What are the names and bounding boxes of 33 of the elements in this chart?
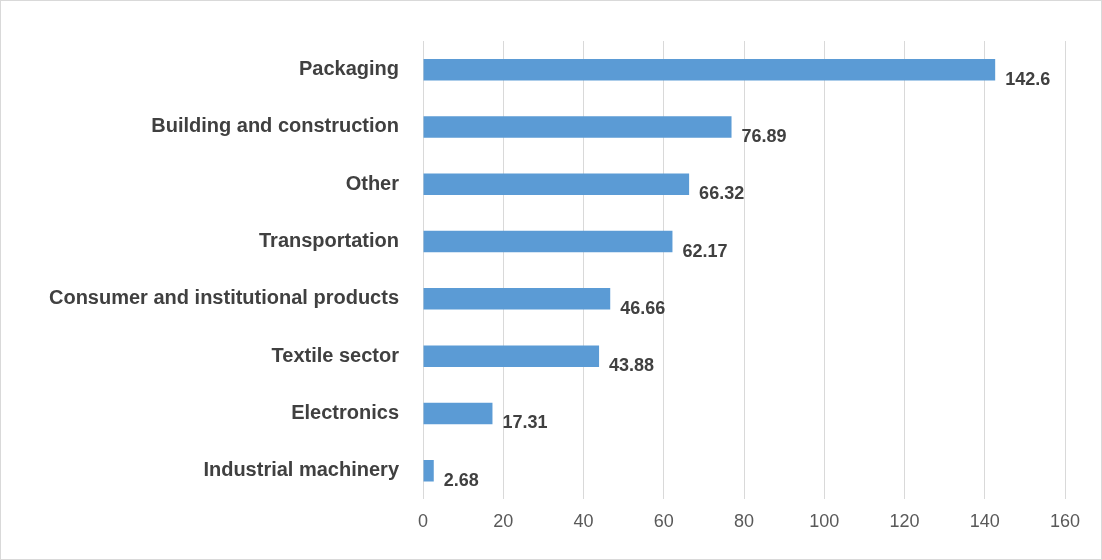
x-tick-label: 120 xyxy=(889,511,920,532)
data-label: 46.66 xyxy=(620,297,666,318)
x-tick-label: 20 xyxy=(493,511,514,532)
x-tick-label: 40 xyxy=(573,511,594,532)
x-tick-label: 100 xyxy=(809,511,840,532)
bar xyxy=(423,460,434,482)
y-tick-label: Transportation xyxy=(258,229,400,252)
x-tick-label: 140 xyxy=(969,511,1000,532)
data-label: 142.6 xyxy=(1005,68,1051,89)
data-label: 66.32 xyxy=(699,183,745,204)
bar xyxy=(423,230,673,253)
x-tick-label: 80 xyxy=(733,511,755,532)
x-tick-label: 160 xyxy=(1049,511,1081,532)
bar xyxy=(423,116,732,138)
data-label: 17.31 xyxy=(502,412,548,433)
bar xyxy=(423,402,493,425)
x-tick-label: 0 xyxy=(418,511,429,532)
data-label: 2.68 xyxy=(443,469,479,490)
y-tick-label: Building and construction xyxy=(151,114,400,137)
y-tick-label: Electronics xyxy=(291,400,400,423)
bar xyxy=(423,288,611,310)
y-tick-label: Other xyxy=(345,171,400,194)
data-label: 76.89 xyxy=(741,125,787,146)
bar xyxy=(423,173,690,195)
x-tick-label: 60 xyxy=(653,511,674,532)
data-label: 43.88 xyxy=(609,355,655,376)
y-tick-label: Packaging xyxy=(298,57,400,80)
bar xyxy=(423,58,996,81)
y-tick-label: Textile sector xyxy=(271,343,400,366)
y-tick-label: Consumer and institutional products xyxy=(48,286,400,309)
data-label: 62.17 xyxy=(682,240,728,261)
y-tick-label: Industrial machinery xyxy=(203,458,400,481)
bar xyxy=(423,345,600,367)
